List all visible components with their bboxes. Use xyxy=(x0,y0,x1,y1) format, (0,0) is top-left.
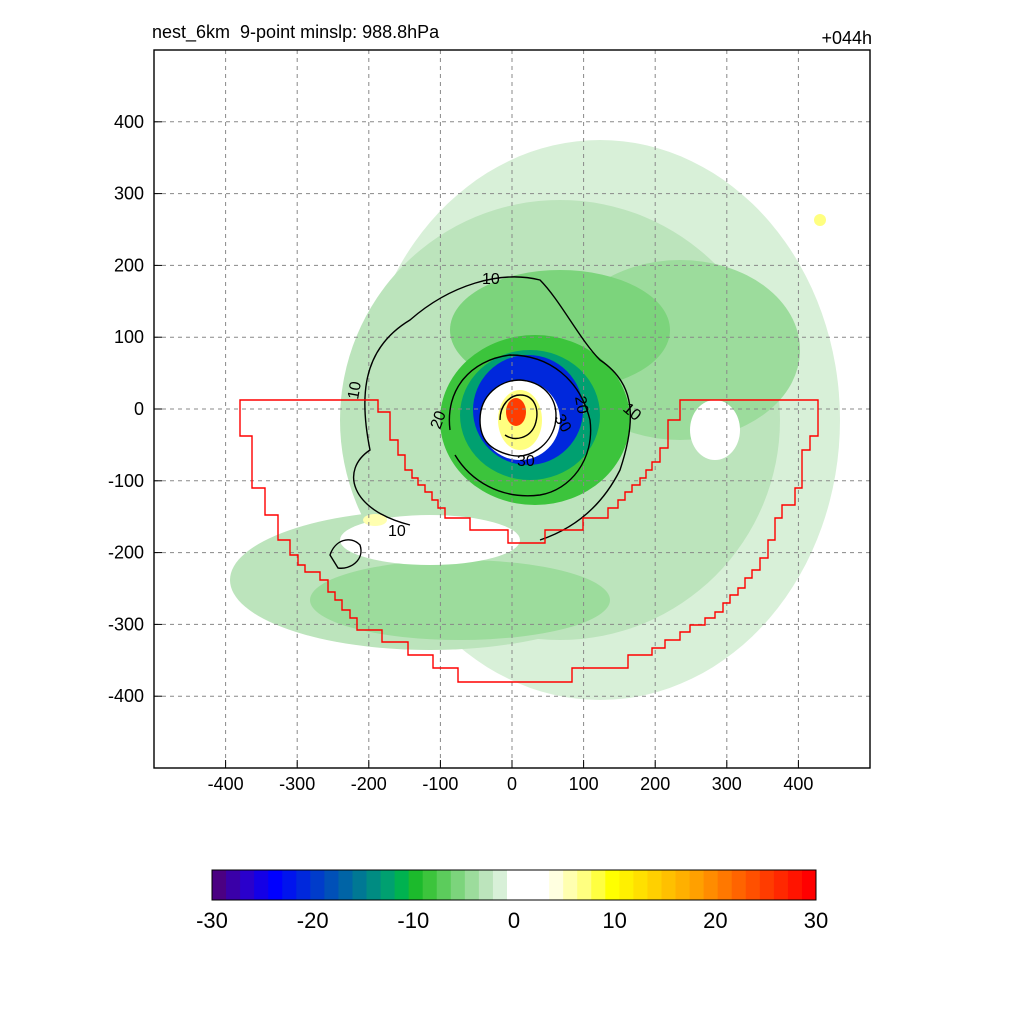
colorbar-segment xyxy=(675,870,691,900)
colorbar-segment xyxy=(394,870,410,900)
field-core-red xyxy=(506,398,526,426)
field-band-4 xyxy=(310,560,610,640)
y-tick-label: -100 xyxy=(108,471,144,491)
colorbar: -30 -20 -10 0 10 20 30 xyxy=(196,869,828,933)
contour-label: 20 xyxy=(428,409,450,432)
colorbar-segment xyxy=(731,870,747,900)
field-speck xyxy=(814,214,826,226)
colorbar-segment xyxy=(591,870,606,900)
contour-label: 10 xyxy=(345,380,365,401)
colorbar-tick-label: -20 xyxy=(297,908,329,933)
colorbar-segment xyxy=(759,870,775,900)
colorbar-segment xyxy=(661,870,677,900)
domain-boundary xyxy=(239,399,819,683)
colorbar-segment xyxy=(647,870,662,900)
contour-label: 10 xyxy=(388,523,406,540)
x-tick-label: -300 xyxy=(279,774,315,794)
contour-lines xyxy=(329,276,632,569)
colorbar-segment xyxy=(324,870,339,900)
colorbar-segment xyxy=(535,870,550,900)
colorbar-segment xyxy=(478,870,494,900)
x-tick-label: 400 xyxy=(783,774,813,794)
heatmap-field xyxy=(230,140,840,700)
colorbar-tick-label: 20 xyxy=(703,908,727,933)
colorbar-segment xyxy=(352,870,368,900)
colorbar-segment xyxy=(801,870,817,900)
colorbar-segment xyxy=(773,870,789,900)
colorbar-tick-label: -30 xyxy=(196,908,228,933)
y-tick-label: -300 xyxy=(108,614,144,634)
y-tick-label: -200 xyxy=(108,543,144,563)
colorbar-segment xyxy=(703,870,719,900)
colorbar-segment xyxy=(226,870,241,900)
colorbar-segment xyxy=(436,870,452,900)
colorbar-segment xyxy=(717,870,733,900)
y-tick-label: 200 xyxy=(114,255,144,275)
colorbar-segment xyxy=(577,870,592,900)
contour-40 xyxy=(499,394,538,440)
x-tick-label: -400 xyxy=(208,774,244,794)
colorbar-frame xyxy=(211,869,817,901)
colorbar-tick-label: 0 xyxy=(508,908,520,933)
colorbar-segment xyxy=(254,870,269,900)
x-axis: -400 -300 -200 -100 0 100 200 300 400 xyxy=(208,760,813,794)
x-tick-label: 0 xyxy=(507,774,517,794)
colorbar-segment xyxy=(268,870,283,900)
colorbar-segment xyxy=(549,870,564,900)
colorbar-segment xyxy=(464,870,480,900)
colorbar-segment xyxy=(380,870,396,900)
y-tick-label: 100 xyxy=(114,327,144,347)
colorbar-tick-label: 30 xyxy=(804,908,828,933)
colorbar-segment xyxy=(787,870,803,900)
contour-label: 30 xyxy=(551,412,575,436)
field-gap-2 xyxy=(690,400,740,460)
contour-small xyxy=(329,539,362,569)
contour-label: 10 xyxy=(482,271,500,288)
y-tick-label: 300 xyxy=(114,184,144,204)
y-tick-label: 400 xyxy=(114,112,144,132)
contour-30 xyxy=(479,379,557,457)
x-tick-label: -200 xyxy=(351,774,387,794)
colorbar-segment xyxy=(605,870,620,900)
y-axis: 400 300 200 100 0 -100 -200 -300 -400 xyxy=(108,112,162,706)
contour-label: 30 xyxy=(517,453,535,470)
colorbar-segment xyxy=(310,870,325,900)
colorbar-segment xyxy=(240,870,255,900)
colorbar-tick-label: -10 xyxy=(397,908,429,933)
colorbar-segment xyxy=(521,870,536,900)
colorbar-segment xyxy=(745,870,761,900)
colorbar-segment xyxy=(366,870,382,900)
y-tick-label: 0 xyxy=(134,399,144,419)
x-tick-label: 100 xyxy=(569,774,599,794)
contour-10 xyxy=(353,276,632,541)
contour-label: 20 xyxy=(571,395,591,416)
forecast-hour-label: +044h xyxy=(821,28,872,48)
colorbar-segment xyxy=(633,870,648,900)
plot-title: nest_6km 9-point minslp: 988.8hPa xyxy=(152,22,440,42)
colorbar-segment xyxy=(689,870,705,900)
y-tick-label: -400 xyxy=(108,686,144,706)
colorbar-segment xyxy=(282,870,297,900)
colorbar-segment xyxy=(212,870,227,900)
colorbar-segment xyxy=(492,870,508,900)
colorbar-segment xyxy=(296,870,311,900)
x-tick-label: -100 xyxy=(422,774,458,794)
colorbar-segment xyxy=(422,870,438,900)
colorbar-segment xyxy=(338,870,353,900)
colorbar-segment xyxy=(619,870,634,900)
x-tick-label: 200 xyxy=(640,774,670,794)
colorbar-segment xyxy=(450,870,466,900)
x-tick-label: 300 xyxy=(712,774,742,794)
colorbar-segment xyxy=(408,870,424,900)
colorbar-tick-label: 10 xyxy=(602,908,626,933)
contour-20 xyxy=(448,354,592,497)
colorbar-segment xyxy=(563,870,578,900)
colorbar-segment xyxy=(506,870,522,900)
